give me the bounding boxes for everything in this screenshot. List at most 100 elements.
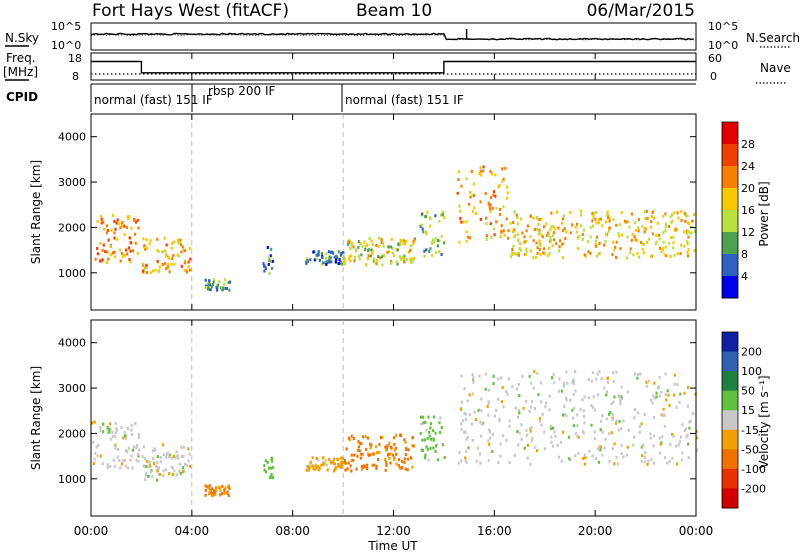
power-cell <box>494 173 497 177</box>
power-cell <box>608 216 611 220</box>
power-cell <box>183 259 187 263</box>
velocity-cell <box>487 400 490 404</box>
freq-unit-label: [MHz] <box>3 65 38 79</box>
velocity-cell <box>636 376 639 380</box>
power-cell <box>211 283 215 286</box>
velocity-cell <box>378 443 381 446</box>
velocity-cell <box>429 426 432 430</box>
noise-panel-frame <box>90 22 697 51</box>
velocity-cell <box>590 404 593 407</box>
power-cell <box>397 242 400 246</box>
velocity-cell <box>423 438 426 442</box>
velocity-colorbar-tick-label: 200 <box>741 346 762 359</box>
power-cell <box>94 257 97 261</box>
power-cell <box>636 252 639 255</box>
velocity-cell <box>141 455 144 459</box>
velocity-cell <box>460 407 463 411</box>
velocity-cell <box>593 430 596 434</box>
velocity-cell <box>113 443 116 447</box>
velocity-cell <box>652 444 655 448</box>
velocity-cell <box>166 451 169 455</box>
velocity-cell <box>644 451 647 454</box>
nsky-series-line <box>90 32 694 41</box>
velocity-cell <box>187 459 190 463</box>
velocity-cell <box>676 462 679 466</box>
velocity-cell <box>218 485 221 489</box>
power-cell <box>398 255 401 259</box>
velocity-cell <box>393 458 396 462</box>
power-cell <box>500 230 503 234</box>
power-cell <box>511 248 514 251</box>
velocity-cell <box>529 429 532 433</box>
power-cell <box>145 238 148 242</box>
power-cell <box>328 257 331 261</box>
velocity-cell <box>189 464 192 468</box>
power-cell <box>400 258 403 261</box>
power-cell <box>607 229 610 233</box>
velocity-cell <box>392 436 396 440</box>
velocity-cell <box>404 453 407 457</box>
velocity-cell <box>491 433 494 436</box>
velocity-cell <box>563 405 566 408</box>
power-cell <box>176 253 179 257</box>
velocity-cell <box>316 465 320 468</box>
velocity-cell <box>468 393 471 397</box>
velocity-cell <box>156 469 159 473</box>
power-cell <box>99 214 102 218</box>
power-cell <box>670 213 674 217</box>
velocity-cell <box>477 408 480 412</box>
power-cell <box>525 249 528 253</box>
power-cell <box>460 184 463 188</box>
power-cell <box>158 269 161 273</box>
power-cell <box>631 232 634 236</box>
power-cell <box>315 257 318 261</box>
power-cell <box>539 244 542 247</box>
power-cell <box>358 257 361 261</box>
power-colorbar-tick-label: 24 <box>741 160 755 173</box>
velocity-cell <box>650 457 653 461</box>
velocity-cell <box>491 450 494 453</box>
power-cell <box>589 235 592 239</box>
velocity-cell <box>675 406 678 409</box>
velocity-cell <box>566 381 569 385</box>
power-colorbar-swatch <box>722 276 738 299</box>
power-cell <box>404 239 408 243</box>
freq-tick-top: 18 <box>68 52 82 65</box>
velocity-cell <box>577 451 580 455</box>
power-cell <box>378 236 381 240</box>
velocity-cell <box>583 414 586 418</box>
velocity-cell <box>582 457 585 460</box>
power-cell <box>337 262 340 266</box>
velocity-cell <box>385 464 388 467</box>
power-cell <box>146 246 149 250</box>
velocity-cell <box>518 394 521 398</box>
velocity-cell <box>518 411 521 415</box>
power-cell <box>324 256 328 260</box>
power-cell <box>662 214 665 218</box>
velocity-cell <box>412 444 415 448</box>
velocity-cell <box>353 453 356 457</box>
velocity-cell <box>608 460 611 463</box>
power-cell <box>460 220 463 224</box>
power-cell <box>536 251 539 255</box>
power-cell <box>112 251 115 255</box>
velocity-cell <box>162 453 165 457</box>
velocity-cell <box>147 474 150 478</box>
power-cell <box>116 218 119 222</box>
velocity-cell <box>112 458 115 462</box>
velocity-cell <box>419 431 422 435</box>
power-cell <box>680 210 683 213</box>
power-cell <box>270 266 274 270</box>
velocity-cell <box>658 376 661 380</box>
power-cell <box>180 250 183 254</box>
power-cell <box>554 227 557 231</box>
power-cell <box>370 248 373 252</box>
power-cell <box>335 258 338 262</box>
power-cell <box>580 224 583 228</box>
velocity-cell <box>471 438 474 442</box>
velocity-cell <box>391 453 394 457</box>
velocity-cell <box>92 440 95 444</box>
cpid-segment-2: rbsp 200 IF <box>208 84 275 98</box>
power-cell <box>619 247 622 251</box>
velocity-cell <box>114 431 117 435</box>
